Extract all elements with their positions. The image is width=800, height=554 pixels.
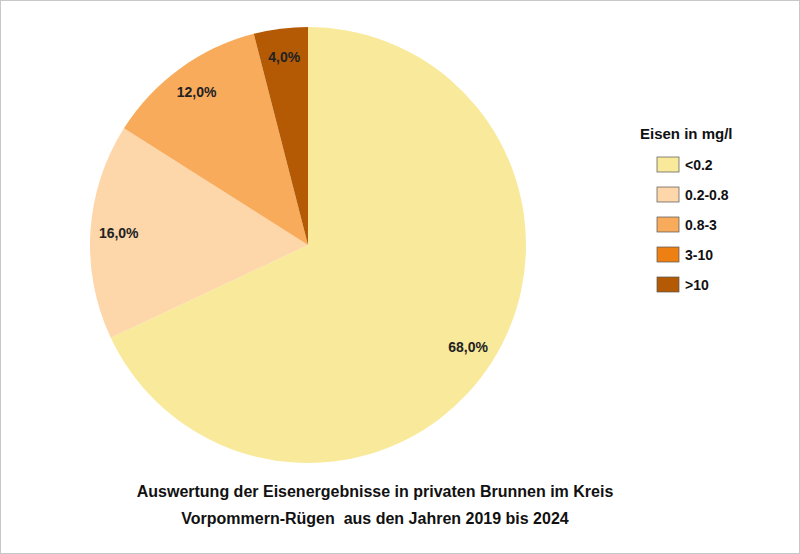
- legend-title: Eisen in mg/l: [640, 125, 733, 142]
- pie-slice: [254, 27, 308, 245]
- frame: [1, 1, 800, 554]
- title-line: Vorpommern-Rügen aus den Jahren 2019 bis…: [181, 510, 568, 527]
- legend-item: 3-10: [657, 247, 713, 263]
- pie: [90, 27, 526, 463]
- legend-label: 0.2-0.8: [685, 187, 729, 203]
- legend-swatch: [657, 157, 679, 172]
- data-label: 68,0%: [448, 339, 488, 355]
- legend-swatch: [657, 247, 679, 262]
- data-label: 4,0%: [268, 49, 300, 65]
- legend-label: <0.2: [685, 157, 713, 173]
- legend-swatch: [657, 217, 679, 232]
- legend-label: >10: [685, 277, 709, 293]
- title-line: Auswertung der Eisenergebnisse in privat…: [137, 483, 614, 500]
- legend-item: 0.2-0.8: [657, 187, 729, 203]
- legend-item: >10: [657, 277, 709, 293]
- legend-label: 3-10: [685, 247, 713, 263]
- data-label: 16,0%: [99, 225, 139, 241]
- chart: 68,0% 16,0% 12,0% 4,0% Eisen in mg/l <0.2 0.2-…: [0, 0, 800, 554]
- data-label: 12,0%: [177, 84, 217, 100]
- legend-item: <0.2: [657, 157, 713, 173]
- title: Auswertung der Eisenergebnisse in privat…: [137, 483, 614, 527]
- legend-item: 0.8-3: [657, 217, 717, 233]
- legend-swatch: [657, 187, 679, 202]
- legend-swatch: [657, 277, 679, 292]
- legend: Eisen in mg/l <0.2 0.2-0.8 0.8-3 3-10 >10: [640, 125, 733, 293]
- data-labels: 68,0% 16,0% 12,0% 4,0%: [99, 49, 489, 355]
- legend-label: 0.8-3: [685, 217, 717, 233]
